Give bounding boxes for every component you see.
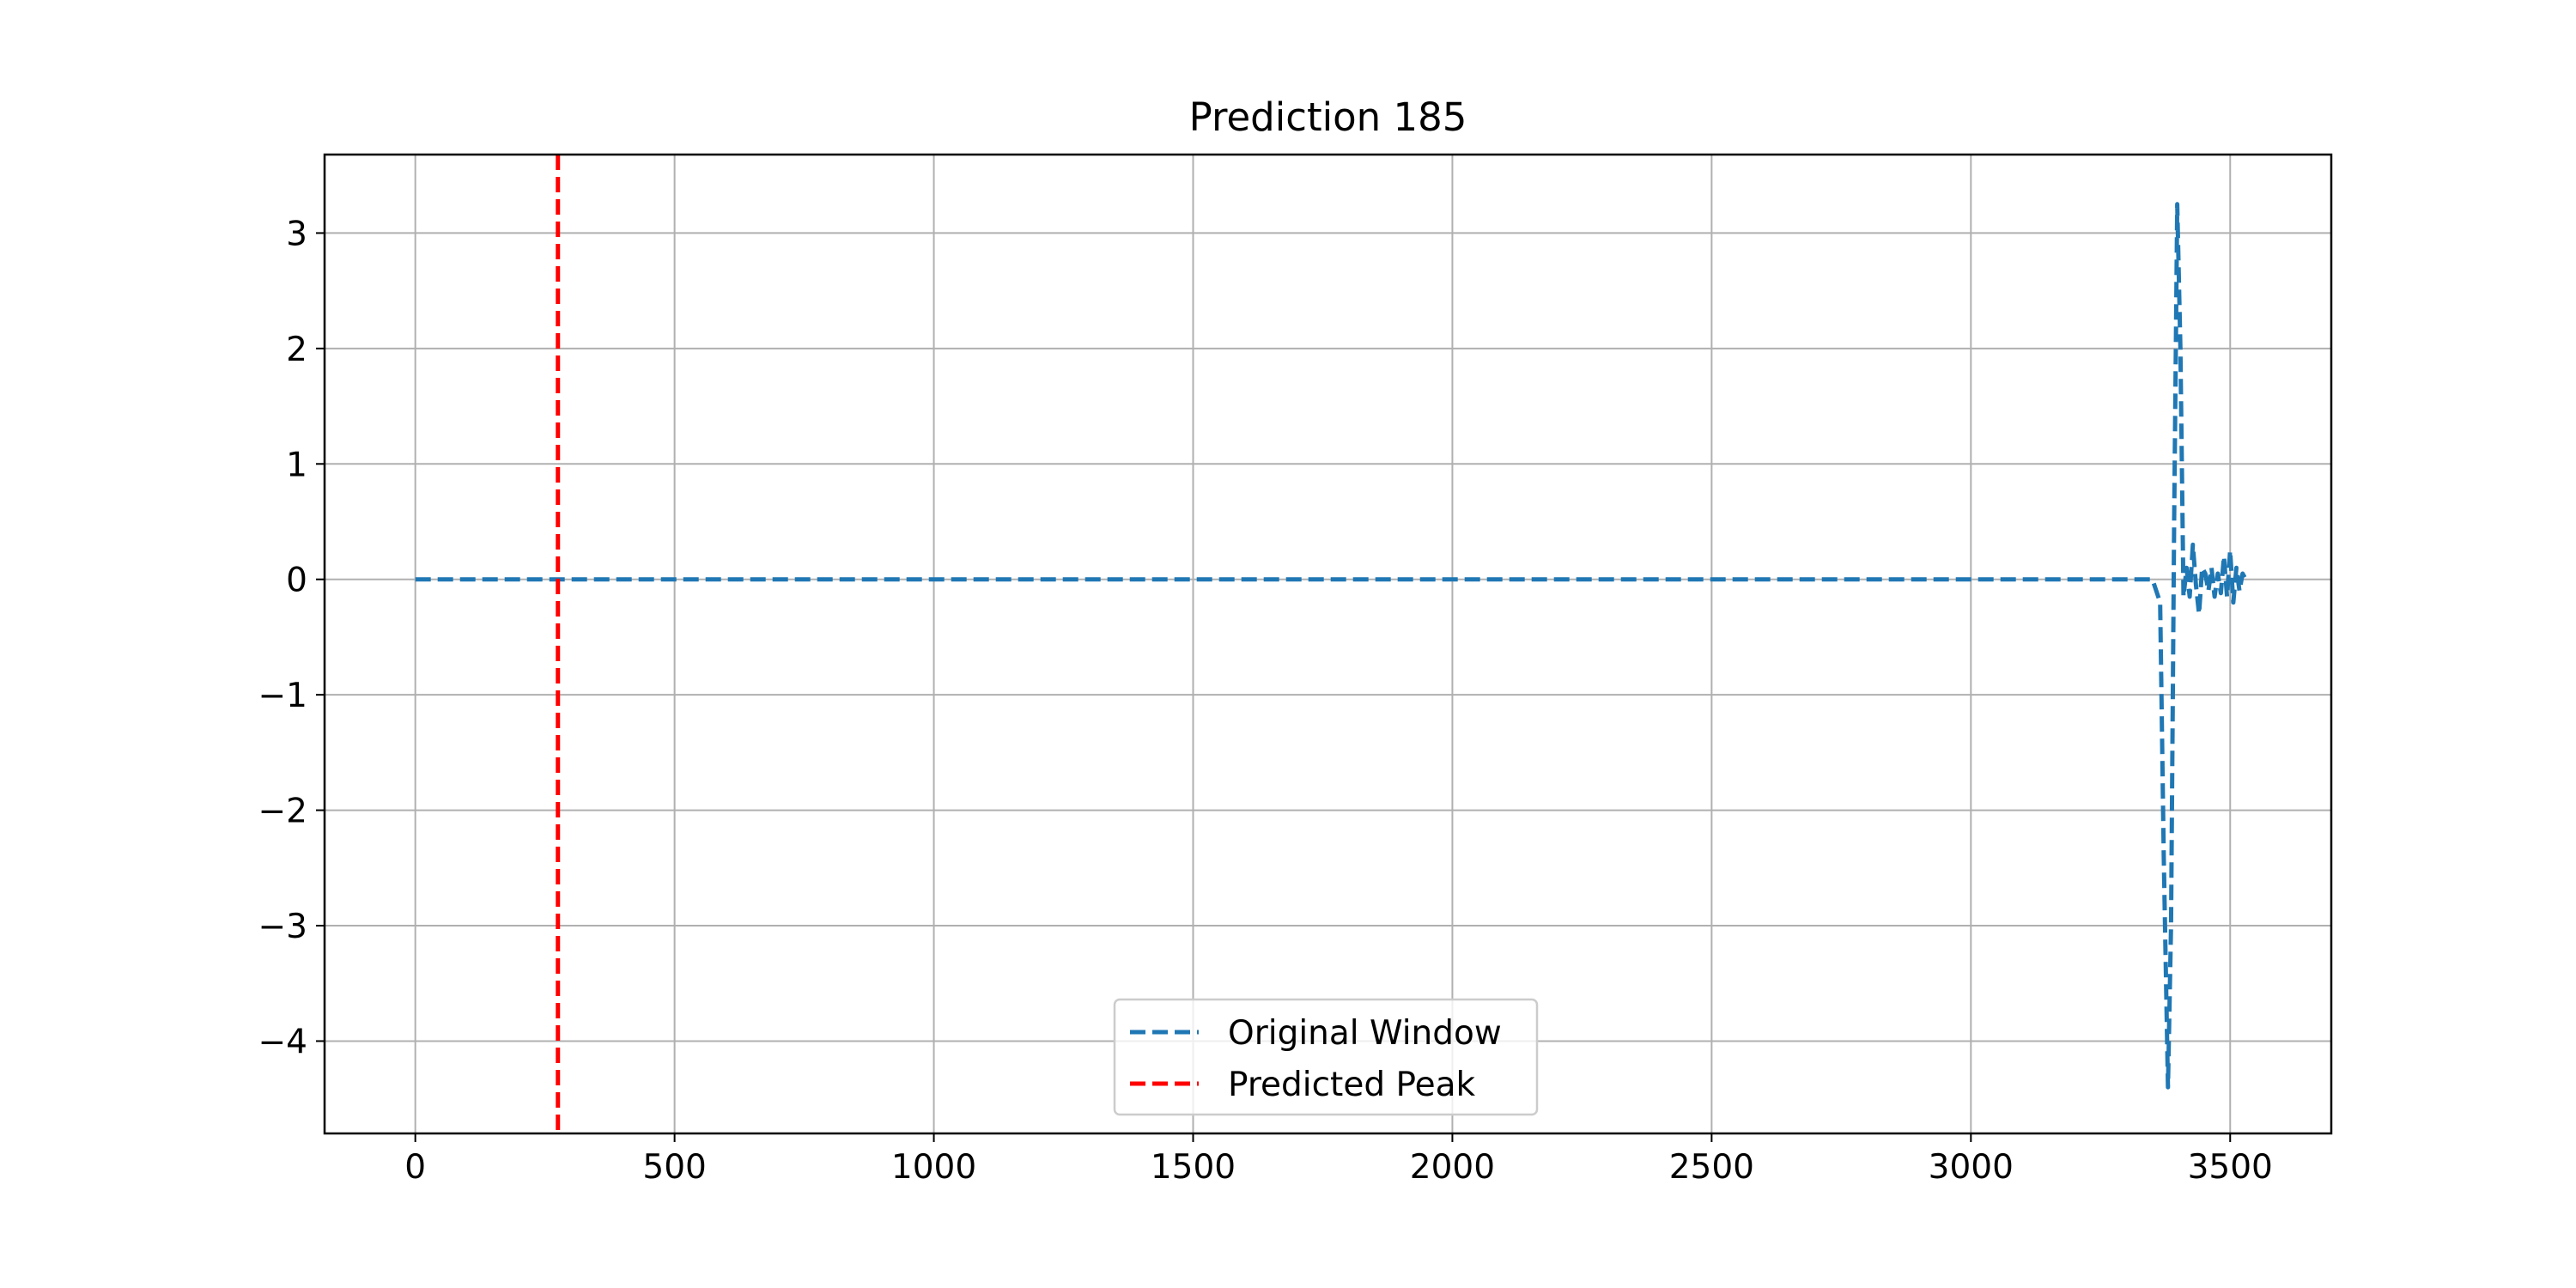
- y-tick-label: −2: [258, 793, 308, 831]
- axis-ticks: 0 500 1000 1500 2000 2500 3000 3500 3 2 1 0 −1 −2 −3 −4: [258, 215, 2273, 1187]
- y-tick-label: 0: [286, 562, 307, 600]
- series-line-original-window: [415, 202, 2248, 1090]
- x-tick-label: 1000: [891, 1148, 976, 1187]
- plot-lines: [415, 155, 2248, 1133]
- chart-title: Prediction 185: [1189, 94, 1467, 140]
- legend-label-original-window: Original Window: [1228, 1014, 1502, 1053]
- legend-box: [1113, 998, 1539, 1116]
- y-tick-label: −4: [258, 1023, 308, 1061]
- x-tick-label: 3500: [2188, 1148, 2273, 1187]
- legend: Original Window Predicted Peak: [1113, 998, 1539, 1116]
- y-tick-label: −1: [258, 677, 308, 715]
- plot-area: [415, 155, 2248, 1133]
- x-tick-label: 0: [404, 1148, 426, 1187]
- y-tick-label: 1: [286, 446, 307, 484]
- y-tick-label: 3: [286, 215, 307, 253]
- axes-frame: [323, 153, 2333, 1135]
- grid-lines: [325, 155, 2331, 1133]
- legend-label-predicted-peak: Predicted Peak: [1228, 1066, 1475, 1104]
- x-tick-label: 3000: [1929, 1148, 2014, 1187]
- x-tick-label: 500: [642, 1148, 706, 1187]
- x-tick-label: 2000: [1410, 1148, 1495, 1187]
- x-tick-label: 2500: [1669, 1148, 1754, 1187]
- y-tick-label: 2: [286, 331, 307, 369]
- y-tick-label: −3: [258, 908, 308, 946]
- x-tick-label: 1500: [1151, 1148, 1236, 1187]
